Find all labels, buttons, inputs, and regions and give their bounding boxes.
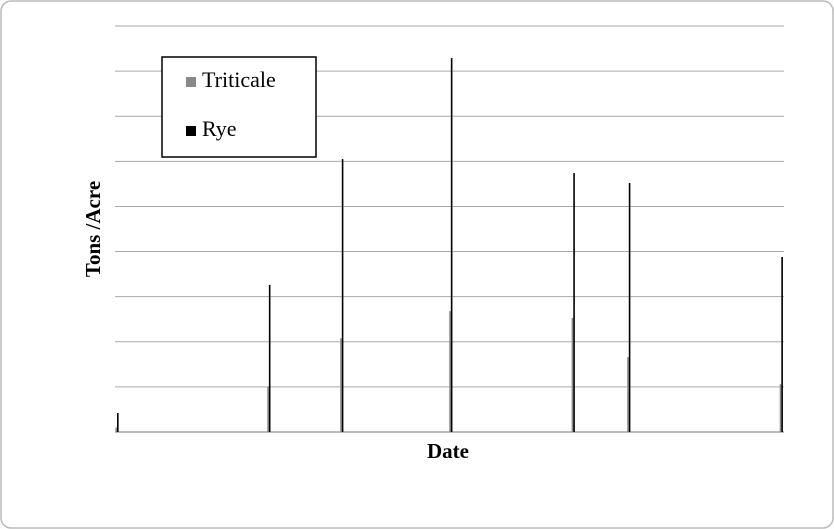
bar bbox=[627, 357, 629, 432]
x-axis-label: Date bbox=[427, 439, 469, 463]
legend-swatch bbox=[186, 126, 196, 136]
bar bbox=[571, 317, 574, 432]
bar bbox=[341, 159, 344, 433]
bar bbox=[779, 384, 782, 432]
bar bbox=[449, 311, 451, 432]
legend-label: Triticale bbox=[202, 67, 276, 92]
legend-label: Rye bbox=[202, 116, 237, 141]
y-axis-label: Tons /Acre bbox=[81, 181, 105, 277]
legend-swatch bbox=[186, 77, 196, 87]
bar bbox=[781, 256, 783, 432]
bar bbox=[267, 386, 269, 432]
bar bbox=[450, 58, 453, 432]
bar bbox=[628, 182, 631, 432]
bar bbox=[573, 173, 575, 432]
bar bbox=[117, 413, 119, 432]
bar bbox=[115, 427, 118, 432]
bar bbox=[268, 284, 271, 432]
bar bbox=[340, 338, 342, 432]
legend-box bbox=[161, 56, 317, 158]
